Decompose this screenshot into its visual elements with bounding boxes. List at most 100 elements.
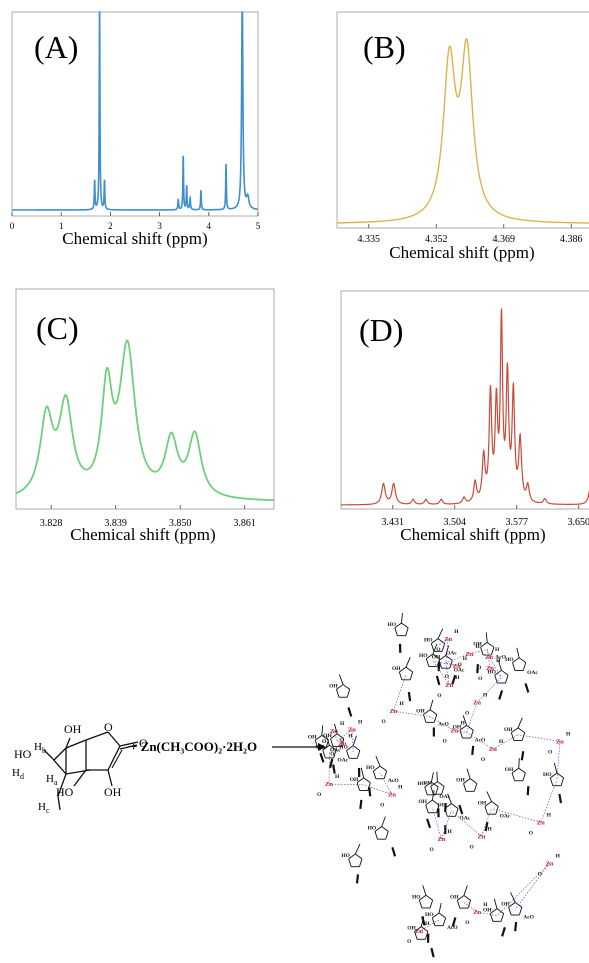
hydroxyl-label: OH [392,666,401,672]
spectrum-line [12,11,259,211]
hydroxyl-label: OH [423,781,432,787]
ring-bond [484,801,492,807]
ring-bond [419,894,427,901]
ring-bond [401,622,409,629]
ring-bond [511,767,520,774]
wedge-bond [430,947,435,958]
hydrogen-label: H [358,720,363,726]
side-chain-bond [516,647,520,658]
wedge-bond [332,764,336,774]
ring-bond [429,899,434,909]
plot-frame [336,11,589,229]
label-ha: Ha [46,773,58,787]
wedge-bond [359,799,363,810]
ring-bond [480,647,484,656]
side-chain-bond [493,898,498,909]
ring-bond [322,749,326,759]
hydroxyl-label: OH [473,641,482,647]
ring-bond [432,799,440,806]
side-chain-bond [438,902,442,914]
side-chain-bond [325,735,330,746]
oxygen-label: O [437,693,442,699]
wedge-bond [426,818,432,829]
panel-title: (A) [34,29,78,65]
ring-bond [374,831,378,840]
x-tick-label: 3.828 [40,518,63,529]
acetate-label: OAc [500,814,511,820]
ring-bond [348,858,352,867]
ring-bond [329,744,337,751]
wedge-bond [391,847,397,857]
hydroxyl-label: OH [308,734,317,740]
ring-bond [501,669,509,676]
wedge-bond [484,821,489,832]
side-chain-bond [338,674,344,685]
spectrum-line [336,38,589,224]
ring-bond [431,638,439,644]
hydroxyl-label: HO [487,669,496,675]
ring-bond [521,732,526,741]
ring-bond [424,786,428,795]
ring-bond [333,749,337,759]
ring-bond [522,662,527,671]
ring-bond [549,777,554,786]
acetate-label: OAc [446,651,457,657]
hydroxyl-label: OH [416,709,425,715]
wedge-bond [319,752,325,763]
side-chain-bond [432,643,438,655]
coordination-bond [363,784,393,795]
ring-bond [420,926,429,932]
acetate-label: AcO [523,914,534,920]
coordination-bond [496,863,550,916]
wedge-bond [520,751,525,761]
acetate-label: OAc [439,794,450,800]
hydroxyl-label: OH [432,655,441,661]
ring-bond [463,895,471,901]
ring-bond [399,666,407,673]
side-chain-bond [422,885,427,896]
hydroxyl-label: HO [417,781,426,787]
x-tick-label: 3.850 [169,518,192,529]
ring-bond [394,627,398,636]
ring-bond [342,684,351,690]
coordination-bond [432,807,442,840]
ring-bond [352,745,361,751]
coordination-bond [445,662,457,667]
ring-bond [518,767,526,774]
ring-bond [455,808,459,817]
side-chain-bond [381,816,386,827]
ring-bond [374,826,382,832]
hydrogen-label: H [475,644,480,650]
side-chain-bond [518,758,520,769]
x-tick-label: 3.577 [506,517,529,528]
ring-bond [346,689,351,698]
ring-bond [423,709,431,715]
ring-bond [405,627,409,636]
acetate-label: OAc [454,668,465,674]
ring-bond [336,684,344,690]
coordination-bond [441,810,452,840]
ring-bond [496,908,504,914]
hydroxyl-label: OH [329,684,338,690]
x-tick-label: 4 [207,221,212,231]
ring-bond [505,675,509,684]
x-tick-label: 5 [256,221,261,231]
oxygen-label: O [481,757,486,763]
hydroxyl-label: OH [315,744,324,750]
hydroxyl-label: OH [450,894,459,900]
spectrum-panel-d: 3.431 3.504 3.577 3.650 (D) Chemical shift … [340,290,589,544]
coordination-bond [517,734,561,742]
side-chain-bond [486,791,493,802]
x-tick-label: 4.352 [425,234,448,245]
hydroxyl-label: OH [504,727,513,733]
ring-bond [432,653,440,660]
ring-bond [429,709,438,715]
ring-bond [379,765,387,772]
x-tick-label: 0 [10,221,15,231]
ring-bond [322,744,330,751]
ring-bond [432,912,440,919]
ring-bond [480,641,488,648]
zinc-label: Zn [453,663,461,670]
ring-bond [437,781,445,787]
side-chain-bond [430,772,434,783]
